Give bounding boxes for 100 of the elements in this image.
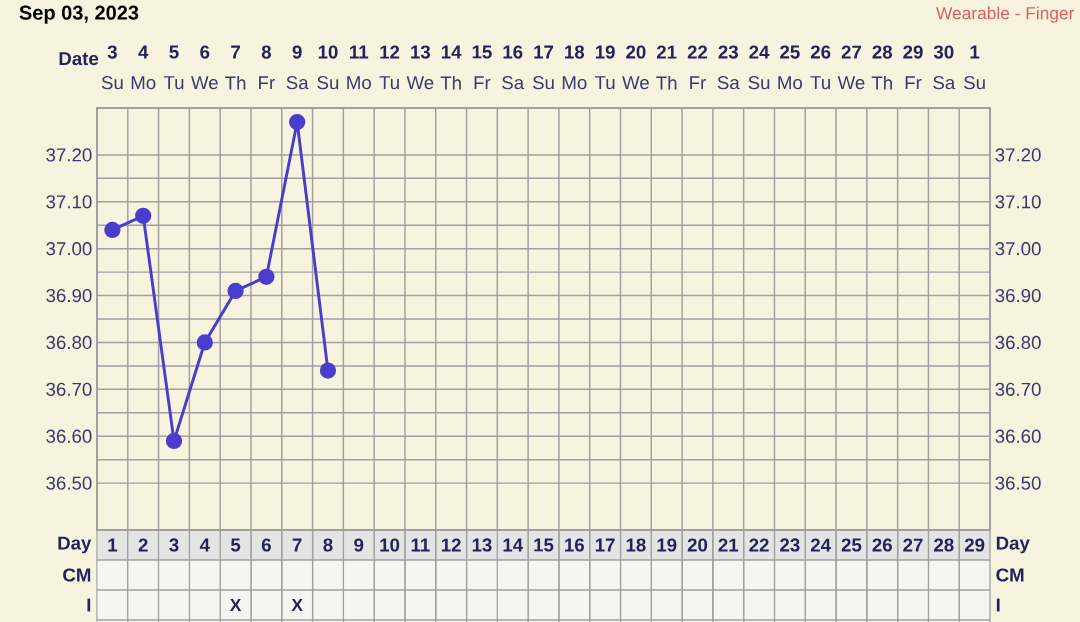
x-tick-label: 21 [718,538,739,552]
x2-tick-label: 28 [872,45,893,59]
x2-tick-label: 30 [933,45,954,59]
point [258,268,275,285]
x2-tick-label: 17 [534,45,554,59]
x2-tick-label: 13 [411,45,431,59]
x-tick-label: 25 [841,538,862,552]
x2-tick-label: 18 [565,45,585,59]
x-tick-label: 15 [534,538,554,552]
text: Tu [163,76,184,90]
point [135,207,152,224]
text: We [191,76,218,90]
x-tick-label: 18 [626,538,646,552]
text: Su [964,76,985,90]
text: Tu [594,76,615,90]
point [289,113,306,131]
x-tick-label: 11 [411,538,430,552]
y2-tick-label: 36.90 [995,288,1041,303]
text: Su [748,76,770,90]
text: CM [63,568,91,582]
x-tick-label: 19 [657,538,677,552]
text: Th [871,75,892,90]
y-tick-label: 36.70 [46,382,92,396]
text: Fr [690,76,706,90]
y-tick-label: 36.60 [46,429,92,443]
y-tick-label: 36.50 [46,476,92,490]
point [165,432,183,450]
text: Fr [474,76,491,90]
x-tick-label: 28 [934,538,954,552]
text: We [837,76,865,90]
text: Th [225,75,246,90]
x-tick-label: 7 [292,538,302,552]
x-tick-label: 29 [964,538,985,552]
point [104,221,121,239]
x2-tick-label: 4 [138,45,149,59]
y-tick-label: 36.80 [46,335,92,350]
text: Sa [717,76,740,90]
x-tick-label: 24 [810,538,831,552]
point [196,334,213,351]
x-tick-label: 20 [687,538,708,552]
y2-tick-label: 36.60 [995,429,1041,443]
text: Mo [347,76,371,90]
x2-tick-label: 21 [656,45,677,59]
x2-tick-label: 6 [200,45,210,59]
x2-tick-label: 29 [903,45,923,59]
x-tick-label: 14 [503,538,523,552]
x-tick-label: 10 [380,538,400,552]
x2-tick-label: 19 [595,45,615,59]
x-axis-title: Day [58,536,92,554]
text: Tu [379,76,399,90]
x2-tick-label: 10 [318,45,338,59]
y2-tick-label: 37.20 [995,148,1041,162]
y-tick-label: 37.20 [46,148,92,162]
x2-tick-label: 8 [261,45,271,59]
text: Sa [933,76,956,90]
text: Mo [131,76,156,90]
x-tick-label: 1 [108,538,118,552]
x-tick-label: 6 [261,538,271,552]
text: CM [996,568,1024,582]
text: Tu [810,76,830,90]
x-tick-label: 16 [565,538,584,552]
text: Mo [562,76,587,90]
x-tick-label: 9 [354,538,364,552]
x2-tick-label: 16 [503,45,523,59]
x-tick-label: 8 [323,538,333,552]
chart-title: Sep 03, 2023 [19,5,139,24]
point [319,362,337,379]
y-tick-label: 36.90 [46,288,92,303]
x2-tick-label: 26 [810,45,831,59]
text: Su [317,76,339,90]
x2-tick-label: 15 [472,45,492,59]
x-tick-label: 5 [230,538,241,552]
x2-tick-label: 1 [970,45,980,59]
text: Mo [778,76,803,90]
y2-tick-label: 36.70 [995,382,1041,396]
y2-tick-label: 36.80 [995,335,1041,350]
text: Sa [286,76,309,90]
text: Day [996,536,1030,554]
text: Sa [502,76,525,90]
x-tick-label: 12 [441,538,461,552]
chart-subtitle: Wearable - Finger [936,6,1075,23]
y-tick-label: 37.00 [46,242,92,256]
text: Th [656,75,677,90]
x2-tick-label: 22 [687,45,708,59]
x2-tick-label: 12 [380,45,400,59]
x-tick-label: 27 [903,538,923,552]
x-tick-label: 13 [472,538,492,552]
x2-tick-label: 20 [626,45,646,59]
x2-tick-label: 25 [780,45,800,59]
x2-tick-label: 5 [169,45,179,59]
text: X [291,599,303,611]
text: I [996,598,1000,612]
y2-tick-label: 37.00 [995,242,1041,256]
x2-tick-label: 27 [841,45,861,59]
y-tick-label: 37.10 [46,195,92,209]
x-tick-label: 26 [872,538,892,552]
x2-tick-label: 7 [231,45,240,59]
text: Fr [259,76,275,90]
text: Su [532,76,554,90]
text: Th [440,75,461,90]
